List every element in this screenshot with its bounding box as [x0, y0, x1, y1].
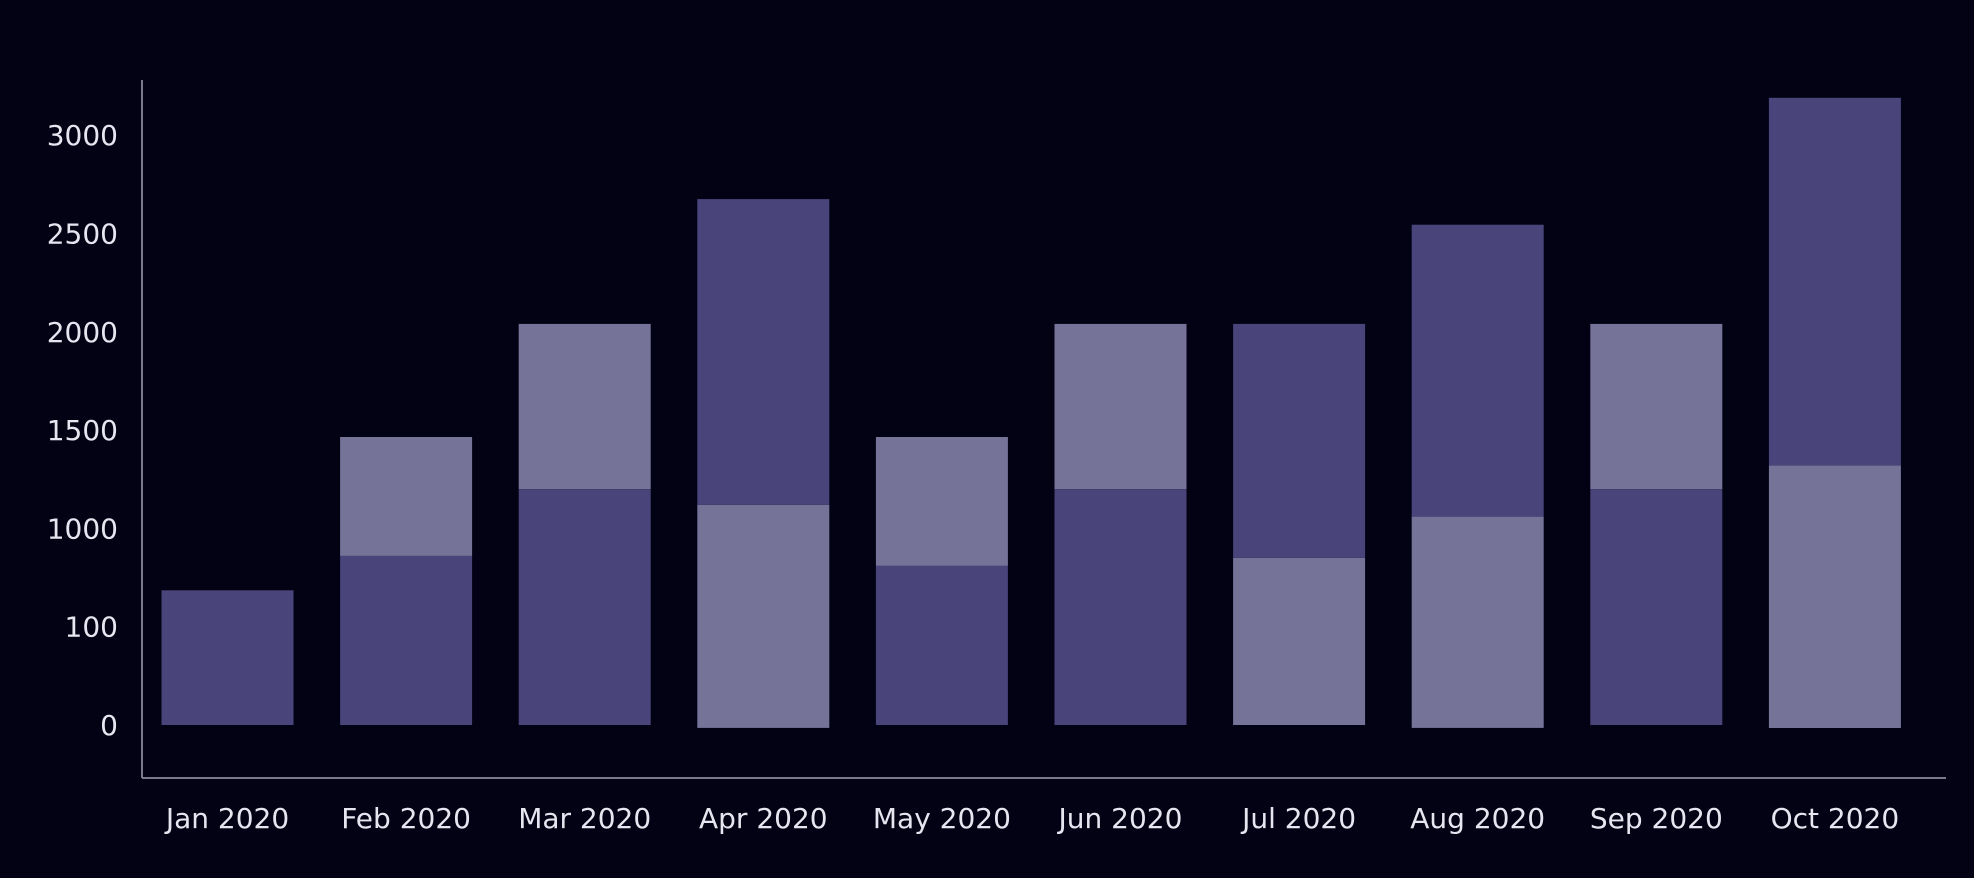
bar-segment — [1768, 465, 1901, 728]
bar-segment — [161, 590, 294, 725]
bar-segment — [697, 504, 830, 728]
x-tick-label: Aug 2020 — [1410, 802, 1545, 835]
bar-segment — [1233, 323, 1366, 558]
x-tick-label: May 2020 — [873, 802, 1011, 835]
y-tick-label: 2000 — [47, 316, 118, 349]
x-tick-label: Apr 2020 — [699, 802, 828, 835]
bar-segment — [1590, 323, 1723, 489]
y-tick-label: 3000 — [47, 119, 118, 152]
bars-layer — [161, 97, 1901, 728]
x-tick-label: Jul 2020 — [1240, 802, 1356, 835]
bar-segment — [1411, 224, 1544, 517]
bar-segment — [875, 565, 1008, 725]
y-tick-label: 1500 — [47, 414, 118, 447]
x-tick-label: Mar 2020 — [518, 802, 651, 835]
x-tick-label: Sep 2020 — [1590, 802, 1723, 835]
x-tick-label: Feb 2020 — [341, 802, 471, 835]
y-tick-label: 2500 — [47, 218, 118, 251]
y-tick-label: 0 — [100, 709, 118, 742]
x-tick-label: Jan 2020 — [164, 802, 289, 835]
bar-segment — [1411, 516, 1544, 728]
bar-segment — [1054, 489, 1187, 725]
bar-segment — [340, 555, 473, 725]
x-tick-label: Jun 2020 — [1057, 802, 1183, 835]
bar-segment — [875, 437, 1008, 566]
y-tick-label: 1000 — [47, 512, 118, 545]
y-tick-labels: 0 100 1000 1500 2000 2500 3000 — [47, 119, 118, 742]
bar-segment — [1768, 97, 1901, 466]
bar-segment — [697, 199, 830, 505]
bar-segment — [518, 323, 651, 489]
x-tick-labels: Jan 2020 Feb 2020 Mar 2020 Apr 2020 May 2020… — [164, 802, 1899, 835]
bar-segment — [1233, 557, 1366, 725]
bar-segment — [1054, 323, 1187, 489]
bar-segment — [518, 489, 651, 725]
y-tick-label: 100 — [65, 611, 118, 644]
x-tick-label: Oct 2020 — [1771, 802, 1900, 835]
bar-segment — [340, 437, 473, 556]
bar-segment — [1590, 489, 1723, 725]
